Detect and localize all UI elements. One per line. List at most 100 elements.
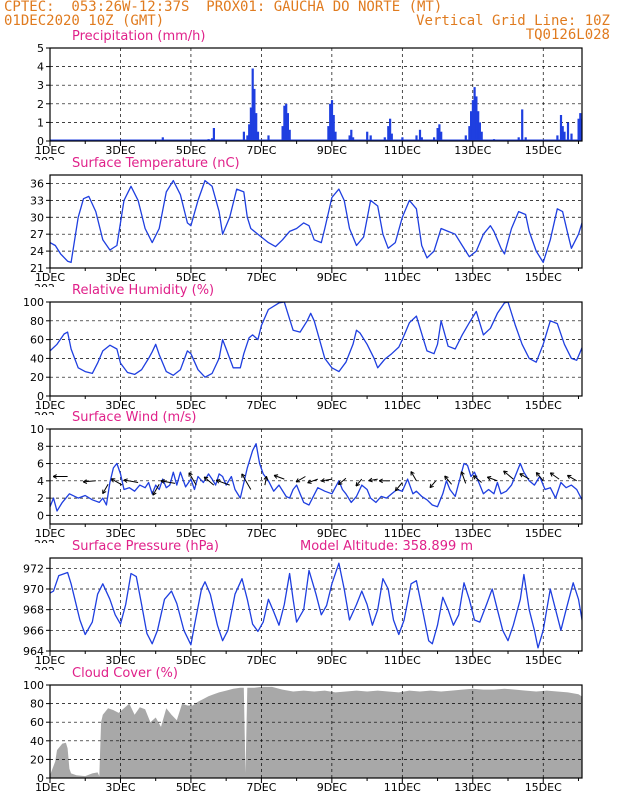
wind-arrow [337,477,347,486]
y-tick-label: 24 [30,245,44,258]
x-tick-label: 3DEC [105,781,135,794]
x-tick-label: 15DEC [525,654,562,667]
x-year-label: 202 [34,665,55,678]
x-tick-label: 7DEC [246,144,276,157]
y-tick-label: 3 [37,79,44,92]
wind-arrow [241,473,252,490]
y-tick-label: 60 [30,334,44,347]
wind-arrow [519,473,530,480]
y-tick-label: 968 [23,604,44,617]
y-tick-label: 10 [30,423,44,436]
x-tick-label: 3DEC [105,654,135,667]
x-tick-label: 5DEC [176,271,206,284]
plot-area-1 [50,175,582,268]
x-tick-label: 11DEC [384,654,421,667]
precip-bar [366,131,369,141]
x-tick-label: 3DEC [105,144,135,157]
wind-arrow [368,477,378,483]
y-tick-label: 964 [23,645,44,658]
precip-bar [577,118,580,141]
y-tick-label: 36 [30,177,44,190]
wind-arrow [394,482,403,492]
y-tick-label: 60 [30,716,44,729]
plot-frame [49,174,583,269]
wind-arrow [215,479,230,486]
wind-arrow [188,472,197,486]
wind-arrow [535,472,544,482]
panel-title: Surface Pressure (hPa) [72,539,219,554]
grid-3 [50,429,582,524]
y-tick-label: 2 [37,98,44,111]
x-year-label: 202 [34,155,55,168]
x-tick-label: 5DEC [176,144,206,157]
precip-bar [517,137,520,141]
wind-arrow [102,484,109,495]
precip-bar [418,129,422,141]
x-tick-label: 5DEC [176,654,206,667]
x-year-clipped: 202 [34,538,55,543]
precip-bar [248,124,251,141]
y-tick-label: 40 [30,735,44,748]
x-tick-label: 13DEC [454,144,491,157]
y-tick-label: 6 [37,458,44,471]
wind-arrow [444,475,452,485]
precip-bar [473,87,476,141]
x-tick-label: 15DEC [525,781,562,794]
precip-bar [440,131,443,141]
grid-5 [50,685,582,778]
precip-bar [401,137,404,141]
x-tick-label: 7DEC [246,271,276,284]
precip-bar [477,111,480,141]
precip-bar [281,126,284,141]
precip-bar [251,68,254,141]
plot-frame [49,684,583,779]
wind-arrow [123,478,139,483]
x-tick-label: 1DEC [35,271,65,284]
precip-bar [579,113,582,141]
panel-title: Precipitation (mm/h) [72,29,205,44]
precip-bar [563,131,566,141]
grid-1 [50,175,582,268]
precip-bar [480,131,483,141]
x-tick-label: 1DEC [35,399,65,412]
precip-bar [436,128,439,141]
header-run-time: 01DEC2020 10Z (GMT) [4,13,165,29]
precip-bar [329,103,332,141]
y-tick-label: 80 [30,315,44,328]
precip-bar [383,137,386,141]
wind-arrow [152,484,160,496]
precip-bar [387,126,390,141]
wind-arrow [52,474,68,479]
precip-bar [420,137,423,141]
precip-bar [389,118,392,141]
y-tick-label: 966 [23,624,44,637]
precip-bar [570,133,573,141]
x-tick-label: 13DEC [454,781,491,794]
wind-arrow [273,474,285,480]
y-tick-label: 0 [37,509,44,522]
plot-area-5 [50,685,582,778]
y-tick-label: 5 [37,42,44,55]
x-tick-label: 3DEC [105,527,135,540]
precip-bar [464,135,467,141]
precip-bar [559,115,563,141]
wind-arrow [263,475,269,486]
precip-bar [256,131,260,141]
panel-title: Surface Wind (m/s) [72,410,196,425]
x-tick-label: 13DEC [454,399,491,412]
x-year-clipped: 202 [34,282,55,287]
wind-arrow [460,471,467,484]
wind-arrow [429,480,437,489]
cloud-cover-area [50,686,582,778]
precip-bar [599,100,601,141]
grid-4 [50,558,582,651]
y-tick-label: 33 [30,194,44,207]
x-tick-label: 11DEC [384,527,421,540]
y-tick-label: 20 [30,753,44,766]
x-year-clipped: 202 [34,155,55,168]
precip-bar [255,113,258,141]
series-line [50,562,582,649]
precip-bar [478,122,481,141]
header-grid-line: Vertical Grid Line: 10Z [416,13,610,29]
